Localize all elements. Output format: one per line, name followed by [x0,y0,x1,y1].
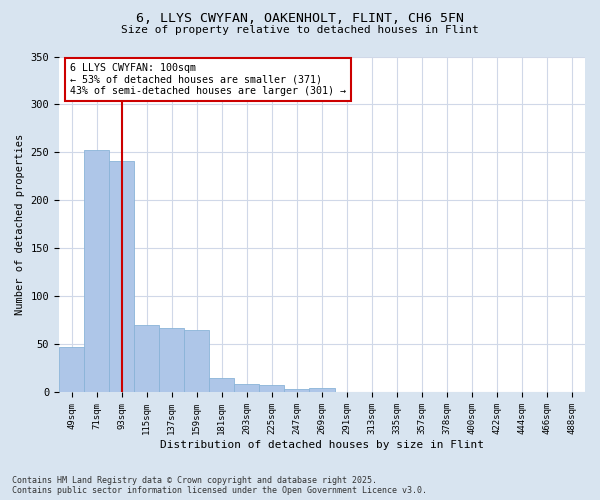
Bar [59,348,84,393]
Bar [84,150,109,392]
Text: 6 LLYS CWYFAN: 100sqm
← 53% of detached houses are smaller (371)
43% of semi-det: 6 LLYS CWYFAN: 100sqm ← 53% of detached … [70,63,346,96]
Bar [310,388,335,392]
Bar [134,326,159,392]
Bar [159,328,184,392]
Bar [184,330,209,392]
Text: Size of property relative to detached houses in Flint: Size of property relative to detached ho… [121,25,479,35]
Bar [109,161,134,392]
Bar [235,384,259,392]
Text: Contains HM Land Registry data © Crown copyright and database right 2025.
Contai: Contains HM Land Registry data © Crown c… [12,476,427,495]
Y-axis label: Number of detached properties: Number of detached properties [15,134,25,315]
Bar [259,385,284,392]
Text: 6, LLYS CWYFAN, OAKENHOLT, FLINT, CH6 5FN: 6, LLYS CWYFAN, OAKENHOLT, FLINT, CH6 5F… [136,12,464,26]
Bar [209,378,235,392]
Bar [284,388,310,392]
X-axis label: Distribution of detached houses by size in Flint: Distribution of detached houses by size … [160,440,484,450]
